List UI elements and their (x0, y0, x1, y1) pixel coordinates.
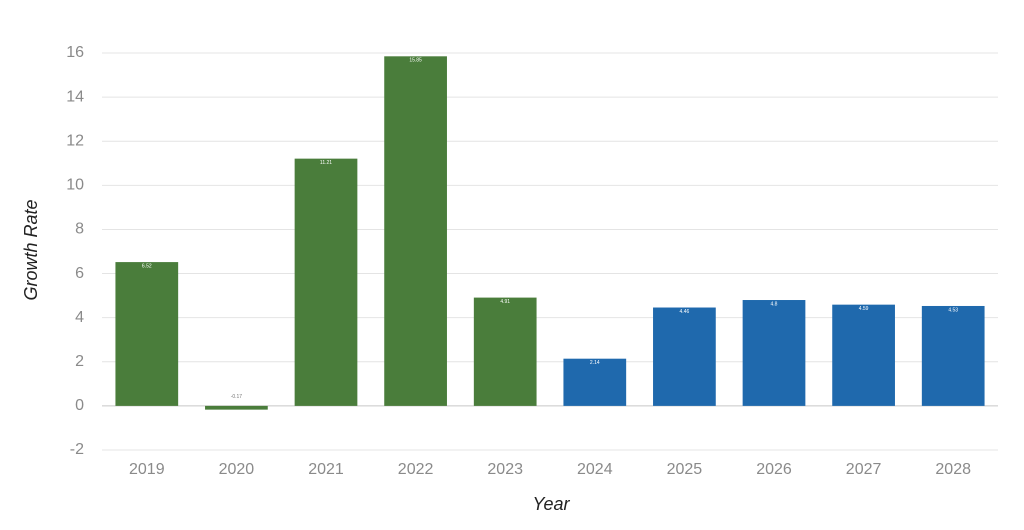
data-label: 15.85 (409, 58, 422, 64)
bar (115, 262, 179, 406)
x-tick-label: 2023 (487, 461, 523, 478)
x-axis-title: Year (532, 494, 570, 514)
x-tick-label: 2025 (667, 461, 703, 478)
x-tick-label: 2026 (756, 461, 792, 478)
y-tick-label: 4 (75, 309, 84, 326)
x-tick-label: 2020 (219, 461, 255, 478)
data-label: 4.91 (500, 299, 510, 305)
bar (384, 56, 447, 406)
data-label: -0.17 (231, 394, 243, 400)
bar (294, 158, 358, 406)
data-label: 6.52 (142, 263, 152, 269)
y-tick-label: 6 (75, 265, 84, 282)
x-tick-label: 2019 (129, 461, 165, 478)
bar (832, 304, 895, 406)
data-label: 4.59 (859, 306, 869, 312)
y-tick-label: 2 (75, 353, 84, 370)
bar (921, 305, 985, 406)
x-tick-label: 2021 (308, 461, 344, 478)
data-label: 4.8 (771, 301, 778, 307)
y-tick-label: 12 (66, 132, 84, 149)
x-tick-label: 2028 (935, 461, 971, 478)
y-tick-label: 14 (66, 88, 84, 105)
data-label: 2.14 (590, 360, 600, 366)
x-tick-label: 2024 (577, 461, 613, 478)
y-tick-label: -2 (70, 441, 84, 458)
y-tick-label: 8 (75, 221, 84, 238)
bar (563, 358, 627, 406)
bar (473, 297, 537, 406)
y-tick-label: 0 (75, 397, 84, 414)
y-tick-label: 10 (66, 177, 84, 194)
data-label: 4.46 (680, 309, 690, 315)
bar (742, 300, 806, 406)
bar (205, 405, 268, 410)
y-axis-title: Growth Rate (21, 199, 41, 300)
x-tick-label: 2022 (398, 461, 434, 478)
bar (653, 307, 716, 406)
data-label: 11.21 (320, 160, 332, 166)
x-tick-label: 2027 (846, 461, 882, 478)
data-label: 4.53 (948, 307, 958, 313)
y-tick-label: 16 (66, 44, 84, 61)
